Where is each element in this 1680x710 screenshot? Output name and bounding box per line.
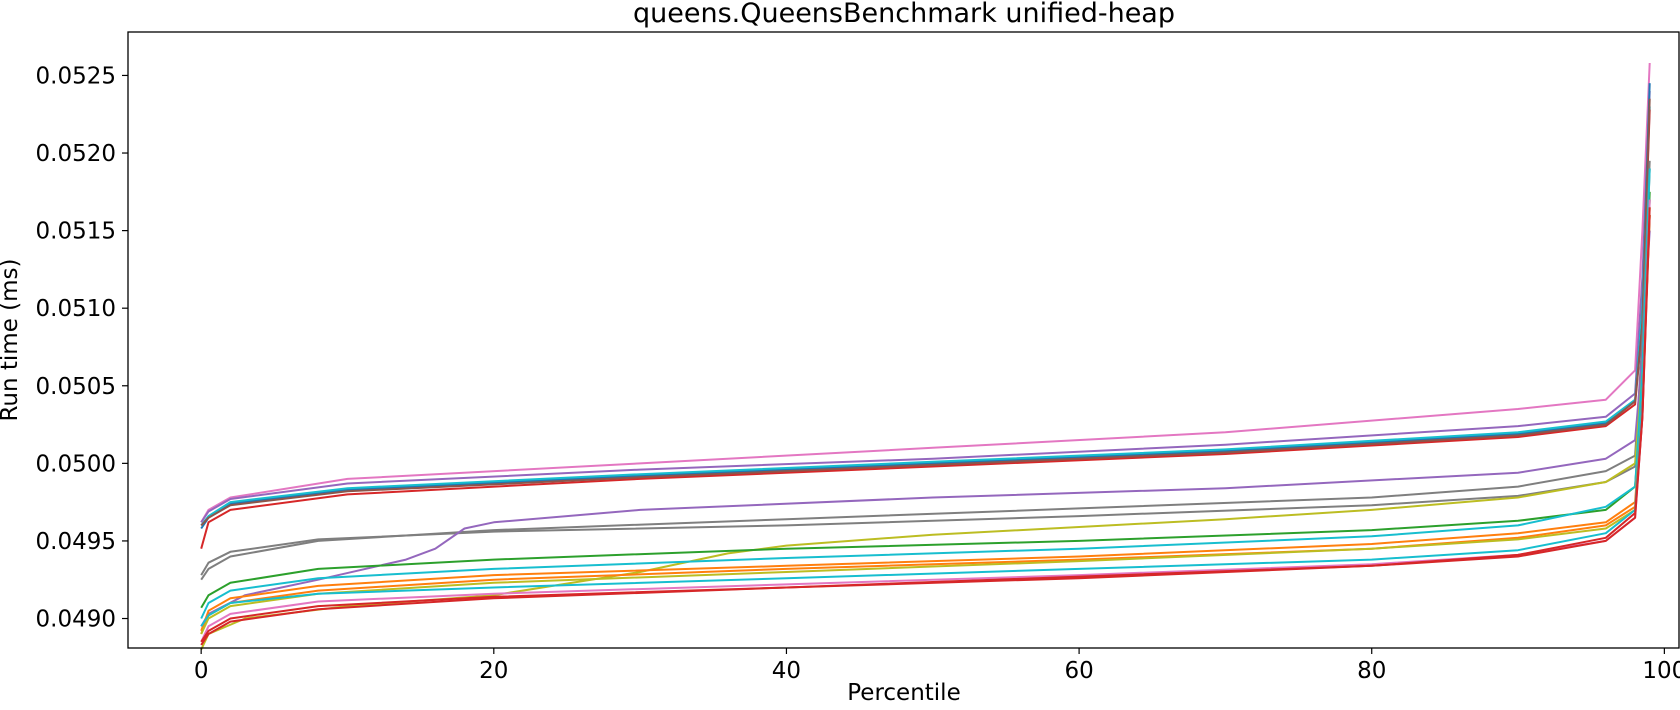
- x-axis-label: Percentile: [847, 680, 960, 706]
- series-line: [200, 160, 1651, 581]
- x-tick-label: 80: [1357, 658, 1386, 684]
- plot-frame: [127, 31, 1680, 649]
- y-tick-label: 0.0525: [36, 63, 116, 89]
- y-tick-label: 0.0505: [36, 374, 116, 400]
- series-line: [200, 90, 1651, 523]
- y-tick-label: 0.0510: [36, 296, 116, 322]
- y-tick-label: 0.0490: [36, 607, 116, 633]
- x-tick-label: 40: [772, 658, 801, 684]
- x-tick-label: 0: [194, 658, 209, 684]
- series-layer: [200, 62, 1651, 651]
- series-line: [200, 215, 1651, 635]
- series-line: [200, 168, 1651, 619]
- series-line: [200, 168, 1651, 576]
- x-tick-label: 60: [1064, 658, 1093, 684]
- x-axis: 0 20 40 60 80 100: [194, 648, 1680, 684]
- series-line: [200, 109, 1651, 549]
- series-line: [200, 199, 1651, 643]
- series-line: [200, 215, 1651, 643]
- y-tick-label: 0.0495: [36, 529, 116, 555]
- series-line: [200, 106, 1651, 527]
- series-line: [200, 215, 1651, 635]
- y-tick-label: 0.0520: [36, 141, 116, 167]
- y-axis-label: Run time (ms): [0, 258, 23, 421]
- series-line: [200, 207, 1651, 646]
- x-tick-label: 100: [1642, 658, 1680, 684]
- y-tick-label: 0.0500: [36, 451, 116, 477]
- chart-title: queens.QueensBenchmark unified-heap: [633, 0, 1175, 29]
- series-line: [200, 62, 1651, 523]
- y-axis: 0.0490 0.0495 0.0500 0.0505 0.0510 0.0515 0.05…: [36, 63, 128, 633]
- series-line: [200, 230, 1651, 627]
- x-tick-label: 20: [479, 658, 508, 684]
- series-line: [200, 98, 1651, 527]
- y-tick-label: 0.0515: [36, 219, 116, 245]
